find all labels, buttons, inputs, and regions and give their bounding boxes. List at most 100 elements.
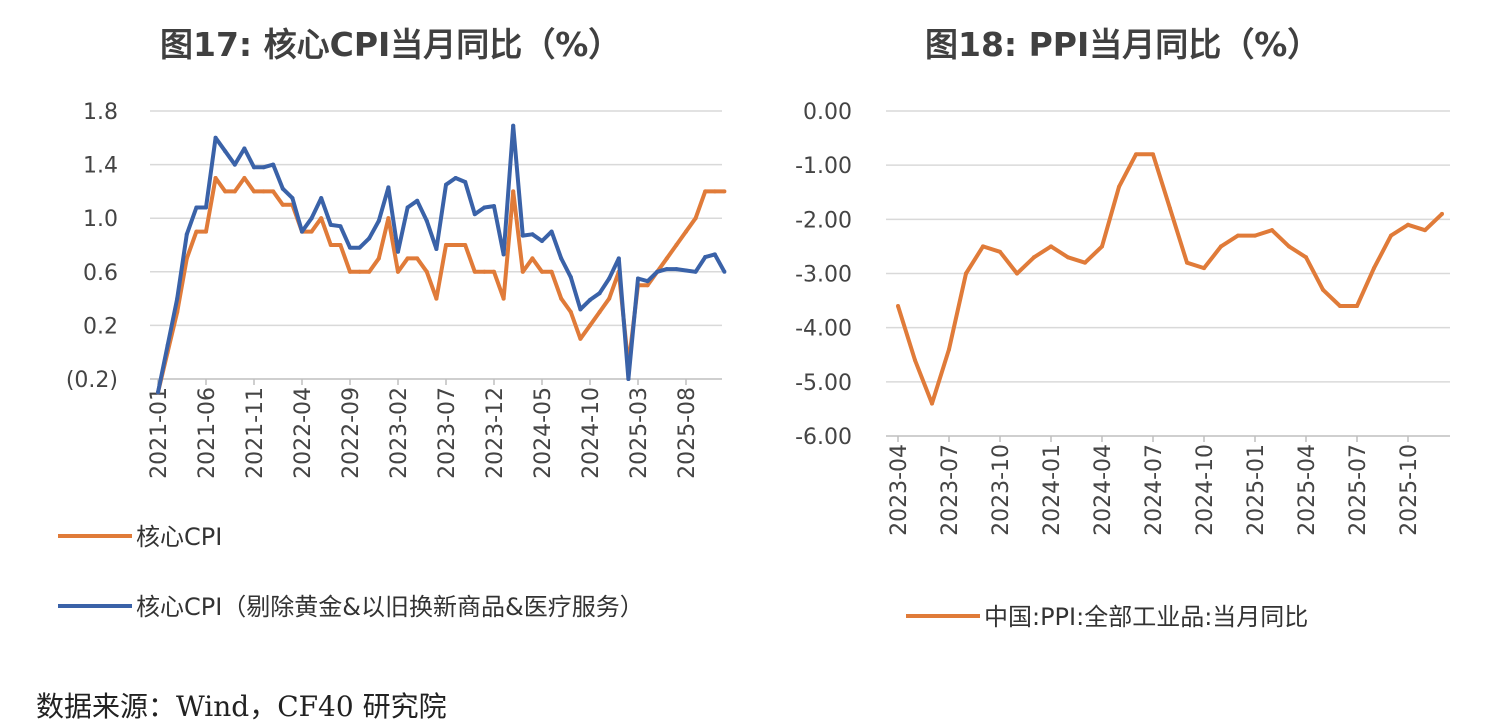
cpi-data-point [693,269,698,274]
cpi-data-point [271,189,276,194]
cpi-data-point [722,269,727,274]
cpi-data-point [184,256,189,261]
cpi-data-point [319,216,324,221]
cpi-data-point [204,205,208,210]
cpi-data-point [175,296,180,301]
cpi-data-point [328,243,333,247]
cpi-data-point [703,189,708,194]
ppi-x-tick-label: 2025-01 [1244,444,1269,536]
cpi-data-point [703,255,708,260]
cpi-data-point [434,247,439,252]
ppi-data-point [1049,244,1053,249]
ppi-x-tick-label: 2024-04 [1091,444,1116,536]
cpi-data-point [290,196,295,201]
ppi-x-tick-label: 2025-10 [1397,444,1422,536]
cpi-data-point [424,218,429,223]
ppi-data-point [1117,184,1121,189]
cpi-data-point [357,269,362,274]
cpi-data-point [309,216,314,221]
ppi-data-point [896,304,900,308]
cpi-data-point [194,229,199,234]
cpi-y-tick-label: 0.2 [83,314,118,339]
cpi-data-point [376,218,381,223]
cpi-x-tick-label: 2022-09 [339,387,364,479]
cpi-data-point [280,186,285,191]
cpi-data-point [540,238,544,243]
cpi-data-point [242,176,247,180]
cpi-legend-label-1: 核心CPI（剔除黄金&以旧换新商品&医疗服务） [136,593,644,621]
cpi-data-point [156,390,160,395]
cpi-data-point [261,189,266,194]
cpi-data-point [588,297,592,302]
cpi-data-point [252,165,256,170]
ppi-data-point [1355,304,1359,308]
cpi-data-point [328,222,333,227]
cpi-data-point [376,256,381,261]
ppi-x-tick-label: 2024-01 [1040,444,1065,536]
cpi-data-point [252,189,256,194]
cpi-x-tick-label: 2023-07 [435,387,460,479]
cpi-data-point [348,269,352,274]
cpi-data-point [194,205,199,210]
cpi-data-point [184,232,189,237]
source-note: 数据来源：Wind，CF40 研究院 [36,690,447,723]
ppi-data-point [1100,244,1104,249]
cpi-data-point [444,243,448,247]
ppi-y-tick-label: -1.00 [795,154,852,179]
ppi-data-point [947,347,951,352]
ppi-chart: -6.00 -5.00 -4.00 -3.00 -2.00 -1.00 0.00 2023-0… [795,100,1450,631]
cpi-data-point [540,269,544,274]
cpi-data-point [472,212,477,217]
cpi-data-point [309,229,314,234]
cpi-data-point [674,267,679,272]
ppi-data-point [1134,152,1138,157]
cpi-data-point [396,269,400,274]
ppi-y-tick-label: 0.00 [803,100,852,125]
cpi-data-point [204,229,208,234]
cpi-data-point [463,243,468,247]
cpi-data-point [424,269,429,274]
cpi-x-tick-label: 2025-03 [627,387,652,479]
cpi-data-point [348,245,352,250]
cpi-data-point [664,256,669,261]
cpi-data-point [453,243,458,247]
cpi-x-tick-label: 2023-02 [387,387,412,479]
ppi-x-tick-label: 2024-10 [1193,444,1218,536]
cpi-data-point [568,310,573,314]
ppi-data-point [1219,244,1223,249]
cpi-data-point [453,176,458,180]
ppi-data-point [1202,266,1206,271]
ppi-data-point [1066,255,1070,260]
cpi-data-point [568,275,573,280]
ppi-data-point [930,401,934,406]
cpi-data-point [386,216,391,221]
cpi-data-point [655,269,660,274]
cpi-data-point [242,146,247,151]
ppi-data-point [1253,233,1257,238]
cpi-data-point [367,269,372,274]
cpi-x-tick-label: 2025-08 [675,387,700,479]
ppi-data-point [1406,222,1410,227]
cpi-data-point [684,229,688,234]
ppi-data-point [1389,233,1393,238]
ppi-data-point [913,358,917,363]
cpi-data-point [501,252,506,257]
cpi-data-point [712,189,717,194]
cpi-data-point [693,216,698,221]
ppi-data-point [1440,211,1444,216]
cpi-data-point [645,279,650,284]
cpi-data-point [271,162,276,167]
cpi-data-point [482,269,487,274]
cpi-data-point [520,269,525,274]
cpi-data-point [636,276,640,281]
chart-title-ppi: 图18: PPI当月同比（%） [925,25,1321,64]
ppi-data-point [1185,260,1189,265]
cpi-data-point [280,202,285,207]
ppi-data-point [1304,255,1308,260]
cpi-data-point [549,229,554,234]
cpi-data-point [645,283,650,288]
cpi-data-point [396,249,400,254]
cpi-x-tick-label: 2024-05 [531,387,556,479]
cpi-data-point [501,296,506,301]
ppi-data-point [964,271,968,276]
